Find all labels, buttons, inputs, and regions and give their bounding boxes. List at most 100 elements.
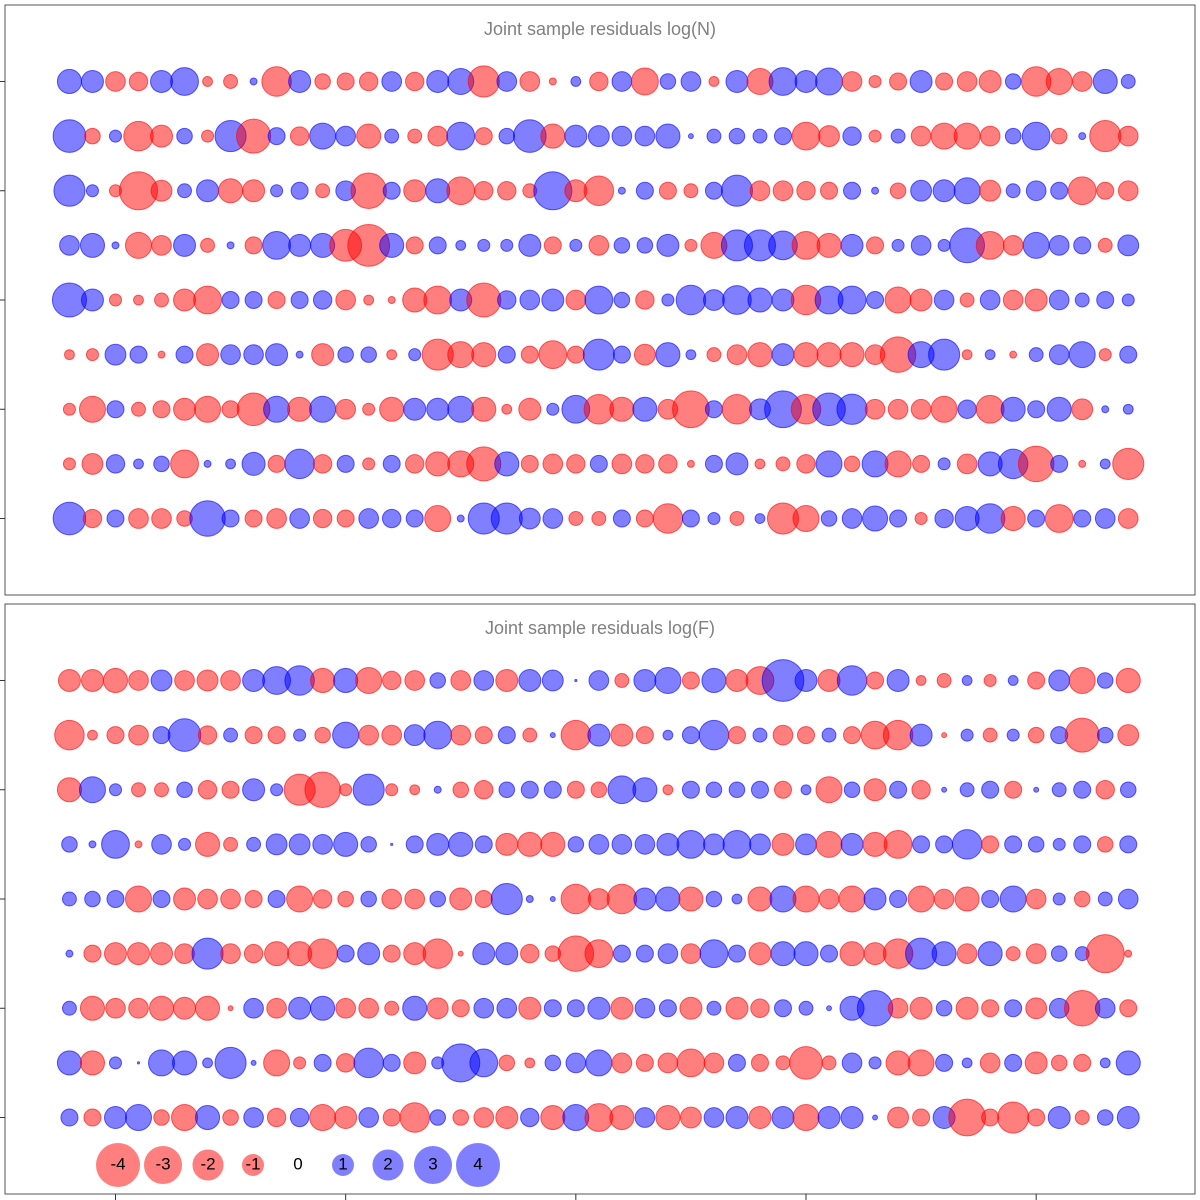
residual-bubble: [771, 288, 795, 312]
residual-bubble: [749, 180, 771, 202]
residual-bubble: [83, 944, 102, 963]
residual-bubble: [815, 450, 843, 478]
residual-bubble: [1025, 943, 1047, 964]
residual-bubble: [83, 1108, 102, 1127]
residual-bubble: [449, 887, 473, 911]
residual-bubble: [868, 74, 882, 89]
residual-bubble: [978, 69, 1002, 93]
residual-bubble: [681, 780, 700, 799]
residual-bubble: [871, 186, 880, 195]
residual-bubble: [236, 118, 272, 154]
residual-bubble: [495, 668, 519, 692]
residual-bubble: [473, 1107, 495, 1128]
residual-bubble: [984, 349, 996, 361]
residual-bubble: [862, 505, 889, 532]
residual-bubble: [350, 172, 387, 209]
residual-bubble: [124, 885, 153, 913]
panel-title: Joint sample residuals log(F): [485, 618, 715, 638]
residual-bubble: [80, 288, 104, 312]
residual-bubble: [387, 296, 396, 304]
residual-bubble: [221, 509, 240, 528]
residual-bubble: [498, 127, 516, 145]
residual-bubble: [153, 1109, 170, 1126]
residual-bubble: [152, 400, 171, 419]
residual-bubble: [1071, 398, 1094, 421]
residual-bubble: [452, 1109, 470, 1126]
residual-bubble: [103, 1106, 127, 1130]
residual-bubble: [1094, 508, 1116, 529]
residual-bubble: [1050, 1054, 1068, 1072]
residual-bubble: [128, 724, 149, 746]
residual-bubble: [981, 780, 1000, 799]
residual-bubble: [635, 509, 654, 528]
residual-bubble: [703, 1107, 725, 1128]
residual-bubble: [106, 509, 125, 528]
residual-bubble: [423, 285, 453, 315]
residual-bubble: [837, 285, 867, 315]
residual-bubble: [189, 500, 226, 537]
residual-bubble: [589, 71, 609, 92]
residual-bubble: [725, 1106, 749, 1130]
residual-bubble: [864, 398, 886, 420]
residual-bubble: [566, 780, 585, 799]
residual-bubble: [582, 338, 615, 371]
residual-bubble: [840, 233, 864, 257]
residual-bubble: [587, 723, 611, 747]
residual-bubble: [128, 71, 149, 92]
residual-bubble: [770, 941, 796, 967]
legend-label: -2: [200, 1154, 215, 1173]
residual-bubble: [659, 73, 677, 90]
residual-bubble: [935, 1053, 954, 1072]
residual-bubble: [959, 292, 975, 308]
residual-bubble: [565, 289, 587, 311]
residual-bubble: [495, 942, 519, 966]
residual-bubble: [773, 999, 793, 1018]
residual-bubble: [686, 459, 695, 468]
residual-bubble: [866, 290, 885, 310]
residual-bubble: [474, 127, 493, 146]
residual-bubble: [727, 1053, 746, 1072]
residual-bubble: [703, 833, 725, 856]
residual-bubble: [52, 119, 87, 153]
residual-bubble: [1094, 997, 1116, 1019]
residual-bubble: [266, 997, 287, 1019]
residual-bubble: [636, 237, 654, 254]
residual-bubble: [750, 780, 769, 799]
residual-bubble: [863, 778, 887, 802]
residual-bubble: [1074, 1110, 1090, 1125]
residual-bubble: [123, 120, 154, 152]
residual-bubble: [176, 127, 193, 145]
residual-bubble: [1009, 350, 1018, 359]
residual-bubble: [1078, 132, 1087, 141]
residual-bubble: [891, 238, 905, 252]
residual-bubble: [975, 394, 1005, 424]
residual-bubble: [429, 1109, 447, 1126]
residual-bubble: [818, 888, 840, 910]
residual-bubble: [403, 942, 427, 966]
residual-bubble: [856, 990, 894, 1027]
residual-bubble: [1002, 289, 1024, 311]
residual-bubble: [1004, 835, 1023, 854]
residual-bubble: [174, 670, 195, 691]
residual-bubble: [243, 943, 264, 964]
residual-bubble: [474, 835, 493, 854]
residual-bubble: [261, 66, 292, 97]
residual-bubble: [587, 125, 610, 148]
residual-bubble: [657, 943, 679, 964]
residual-bubble: [680, 71, 702, 92]
residual-bubble: [170, 449, 199, 479]
residual-bubble: [868, 129, 882, 143]
residual-bubble: [335, 997, 356, 1019]
residual-bubble: [910, 125, 932, 147]
residual-bubble: [792, 885, 820, 913]
residual-bubble: [312, 834, 333, 855]
residual-bubble: [953, 122, 981, 150]
residual-bubble: [866, 236, 885, 255]
residual-bubble: [290, 290, 309, 310]
residual-bubble: [747, 886, 773, 912]
residual-bubble: [495, 1106, 519, 1130]
residual-bubble: [150, 942, 174, 966]
residual-bubble: [566, 454, 586, 474]
residual-bubble: [337, 346, 354, 363]
residual-bubble: [818, 125, 840, 148]
